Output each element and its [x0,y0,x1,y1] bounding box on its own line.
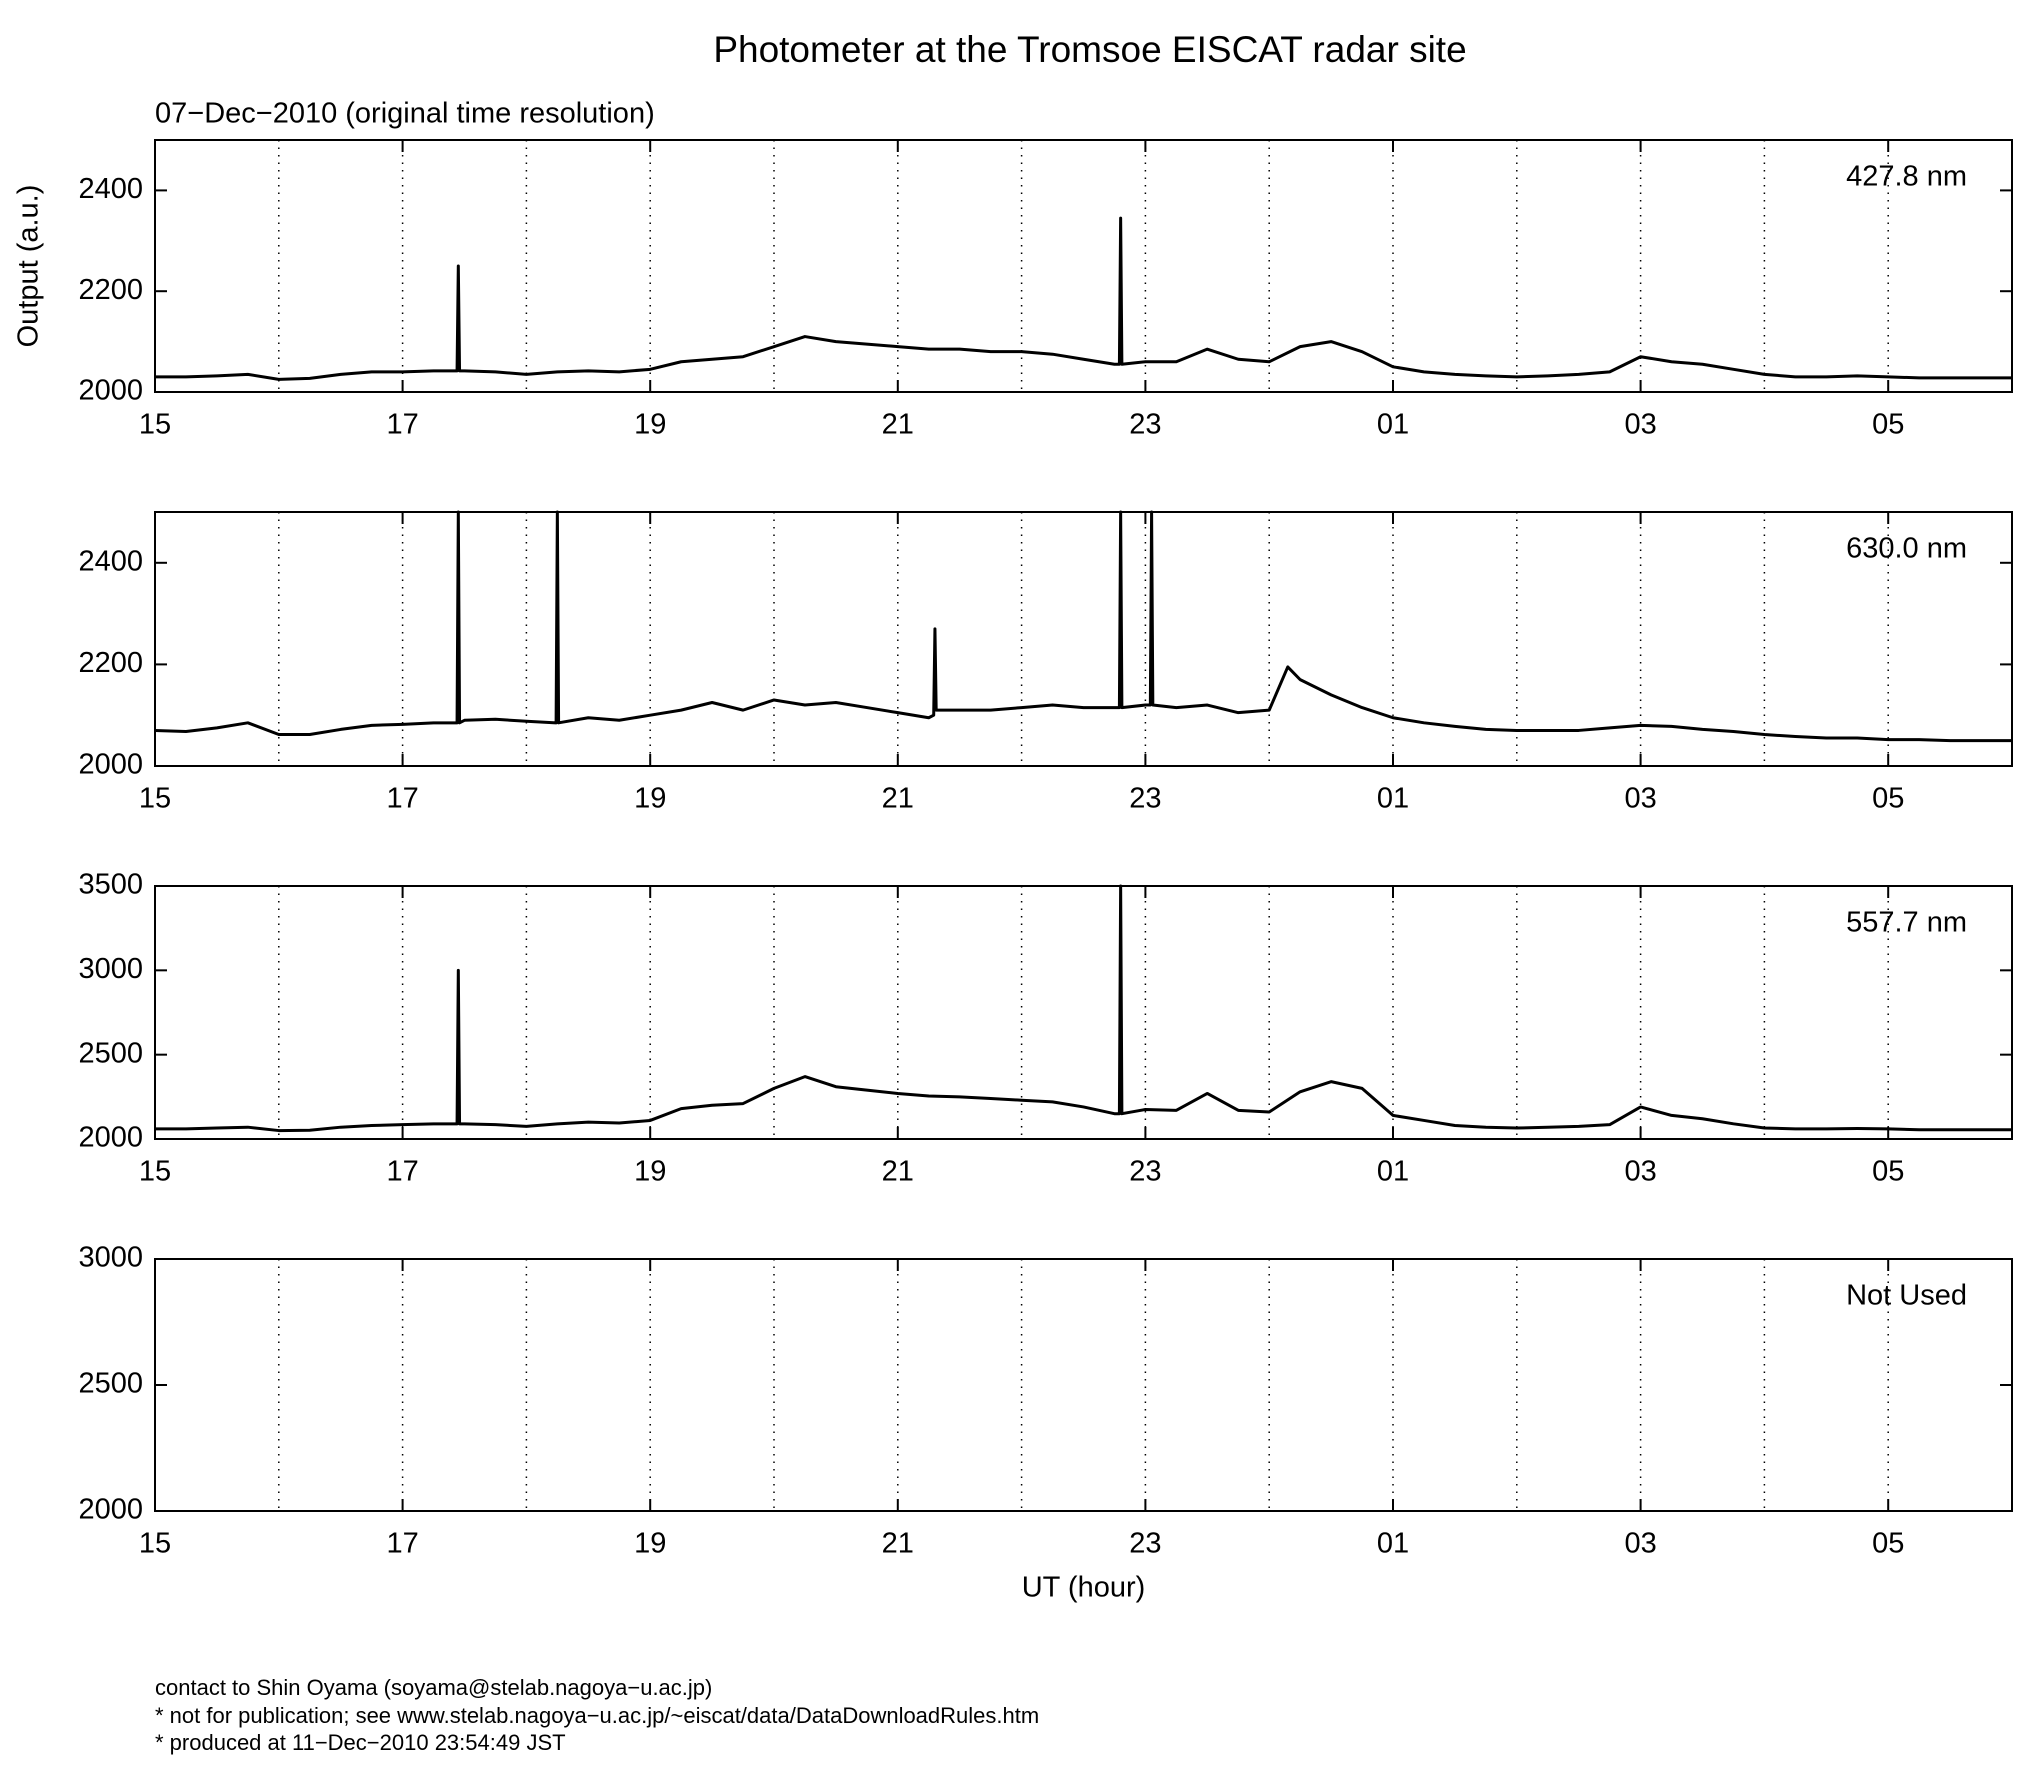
x-tick-label: 15 [139,1156,171,1188]
x-tick-label: 03 [1624,783,1656,815]
panel-label: 557.7 nm [1846,907,1967,939]
x-tick-label: 17 [386,1156,418,1188]
footer-line: contact to Shin Oyama (soyama@stelab.nag… [155,1675,712,1700]
x-tick-label: 19 [634,409,666,441]
x-tick-label: 05 [1872,1528,1904,1560]
plot-frame [154,1258,2013,1512]
y-tick-label: 2500 [78,1037,143,1069]
x-tick-label: 05 [1872,1156,1904,1188]
y-tick-label: 3000 [78,1242,143,1274]
y-tick-label: 3000 [78,953,143,985]
y-tick-label: 3500 [78,869,143,901]
x-tick-label: 03 [1624,1156,1656,1188]
x-tick-label: 01 [1377,783,1409,815]
plot-frame [154,511,2013,767]
x-tick-label: 03 [1624,409,1656,441]
y-tick-label: 2200 [78,274,143,306]
x-tick-label: 19 [634,783,666,815]
x-tick-label: 19 [634,1528,666,1560]
y-tick-label: 2400 [78,545,143,577]
y-tick-label: 2000 [78,1494,143,1526]
x-tick-label: 17 [386,783,418,815]
x-axis-label: UT (hour) [1022,1572,1146,1604]
x-tick-label: 23 [1129,1156,1161,1188]
y-tick-label: 2500 [78,1368,143,1400]
panel-label: 630.0 nm [1846,533,1967,565]
x-tick-label: 23 [1129,409,1161,441]
panel-label: Not Used [1846,1280,1967,1312]
y-tick-label: 2000 [78,749,143,781]
x-tick-label: 03 [1624,1528,1656,1560]
data-line [154,510,2012,743]
x-tick-label: 15 [139,409,171,441]
subtitle: 07−Dec−2010 (original time resolution) [155,98,655,130]
x-tick-label: 21 [882,783,914,815]
x-tick-label: 17 [386,1528,418,1560]
x-tick-label: 05 [1872,409,1904,441]
x-tick-label: 21 [882,409,914,441]
x-tick-label: 23 [1129,1528,1161,1560]
x-tick-label: 21 [882,1528,914,1560]
plot-frame [154,139,2013,393]
x-tick-label: 19 [634,1156,666,1188]
x-tick-label: 01 [1377,409,1409,441]
x-tick-label: 01 [1377,1528,1409,1560]
x-tick-label: 17 [386,409,418,441]
data-line [155,884,2012,1133]
y-tick-label: 2000 [78,1122,143,1154]
y-axis-label: Output (a.u.) [13,185,45,348]
x-tick-label: 01 [1377,1156,1409,1188]
x-tick-label: 05 [1872,783,1904,815]
footer-line: * not for publication; see www.stelab.na… [155,1703,1039,1728]
plot-frame [154,885,2013,1140]
x-tick-label: 21 [882,1156,914,1188]
footer-line: * produced at 11−Dec−2010 23:54:49 JST [155,1730,566,1755]
y-tick-label: 2000 [78,375,143,407]
data-line [155,216,2012,381]
x-tick-label: 23 [1129,783,1161,815]
x-tick-label: 15 [139,1528,171,1560]
y-tick-label: 2200 [78,647,143,679]
figure-title: Photometer at the Tromsoe EISCAT radar s… [713,29,1466,70]
panel-label: 427.8 nm [1846,161,1967,193]
y-tick-label: 2400 [78,173,143,205]
x-tick-label: 15 [139,783,171,815]
